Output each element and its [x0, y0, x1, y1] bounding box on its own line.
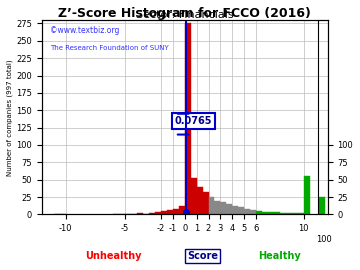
Bar: [232, 206, 238, 214]
Bar: [208, 197, 215, 214]
Bar: [191, 178, 197, 214]
Bar: [238, 208, 244, 214]
Bar: [226, 204, 232, 214]
Text: 100: 100: [316, 235, 332, 244]
Text: Healthy: Healthy: [258, 251, 301, 261]
Bar: [173, 209, 179, 214]
Title: Sector: Financials: Sector: Financials: [136, 10, 234, 20]
Text: Score: Score: [187, 251, 218, 261]
Text: ©www.textbiz.org: ©www.textbiz.org: [50, 26, 120, 35]
Bar: [185, 23, 191, 214]
Bar: [280, 213, 286, 214]
Bar: [220, 202, 226, 214]
Text: 0.0765: 0.0765: [175, 116, 212, 126]
Text: Unhealthy: Unhealthy: [85, 251, 141, 261]
Bar: [304, 176, 310, 214]
Text: The Research Foundation of SUNY: The Research Foundation of SUNY: [50, 45, 169, 51]
Y-axis label: Number of companies (997 total): Number of companies (997 total): [7, 59, 13, 176]
Bar: [286, 213, 292, 214]
Bar: [203, 192, 208, 214]
Bar: [149, 213, 155, 214]
Bar: [298, 213, 304, 214]
Bar: [262, 212, 268, 214]
Bar: [179, 206, 185, 214]
Bar: [215, 201, 220, 214]
Bar: [256, 211, 262, 214]
Bar: [161, 211, 167, 214]
Bar: [137, 213, 143, 214]
Bar: [244, 209, 250, 214]
Bar: [250, 210, 256, 214]
Bar: [268, 212, 274, 214]
Bar: [167, 210, 173, 214]
Bar: [274, 212, 280, 214]
Bar: [319, 197, 325, 214]
Bar: [292, 213, 298, 214]
Title: Z’-Score Histogram for FCCO (2016): Z’-Score Histogram for FCCO (2016): [58, 7, 311, 20]
Bar: [155, 212, 161, 214]
Bar: [197, 187, 203, 214]
